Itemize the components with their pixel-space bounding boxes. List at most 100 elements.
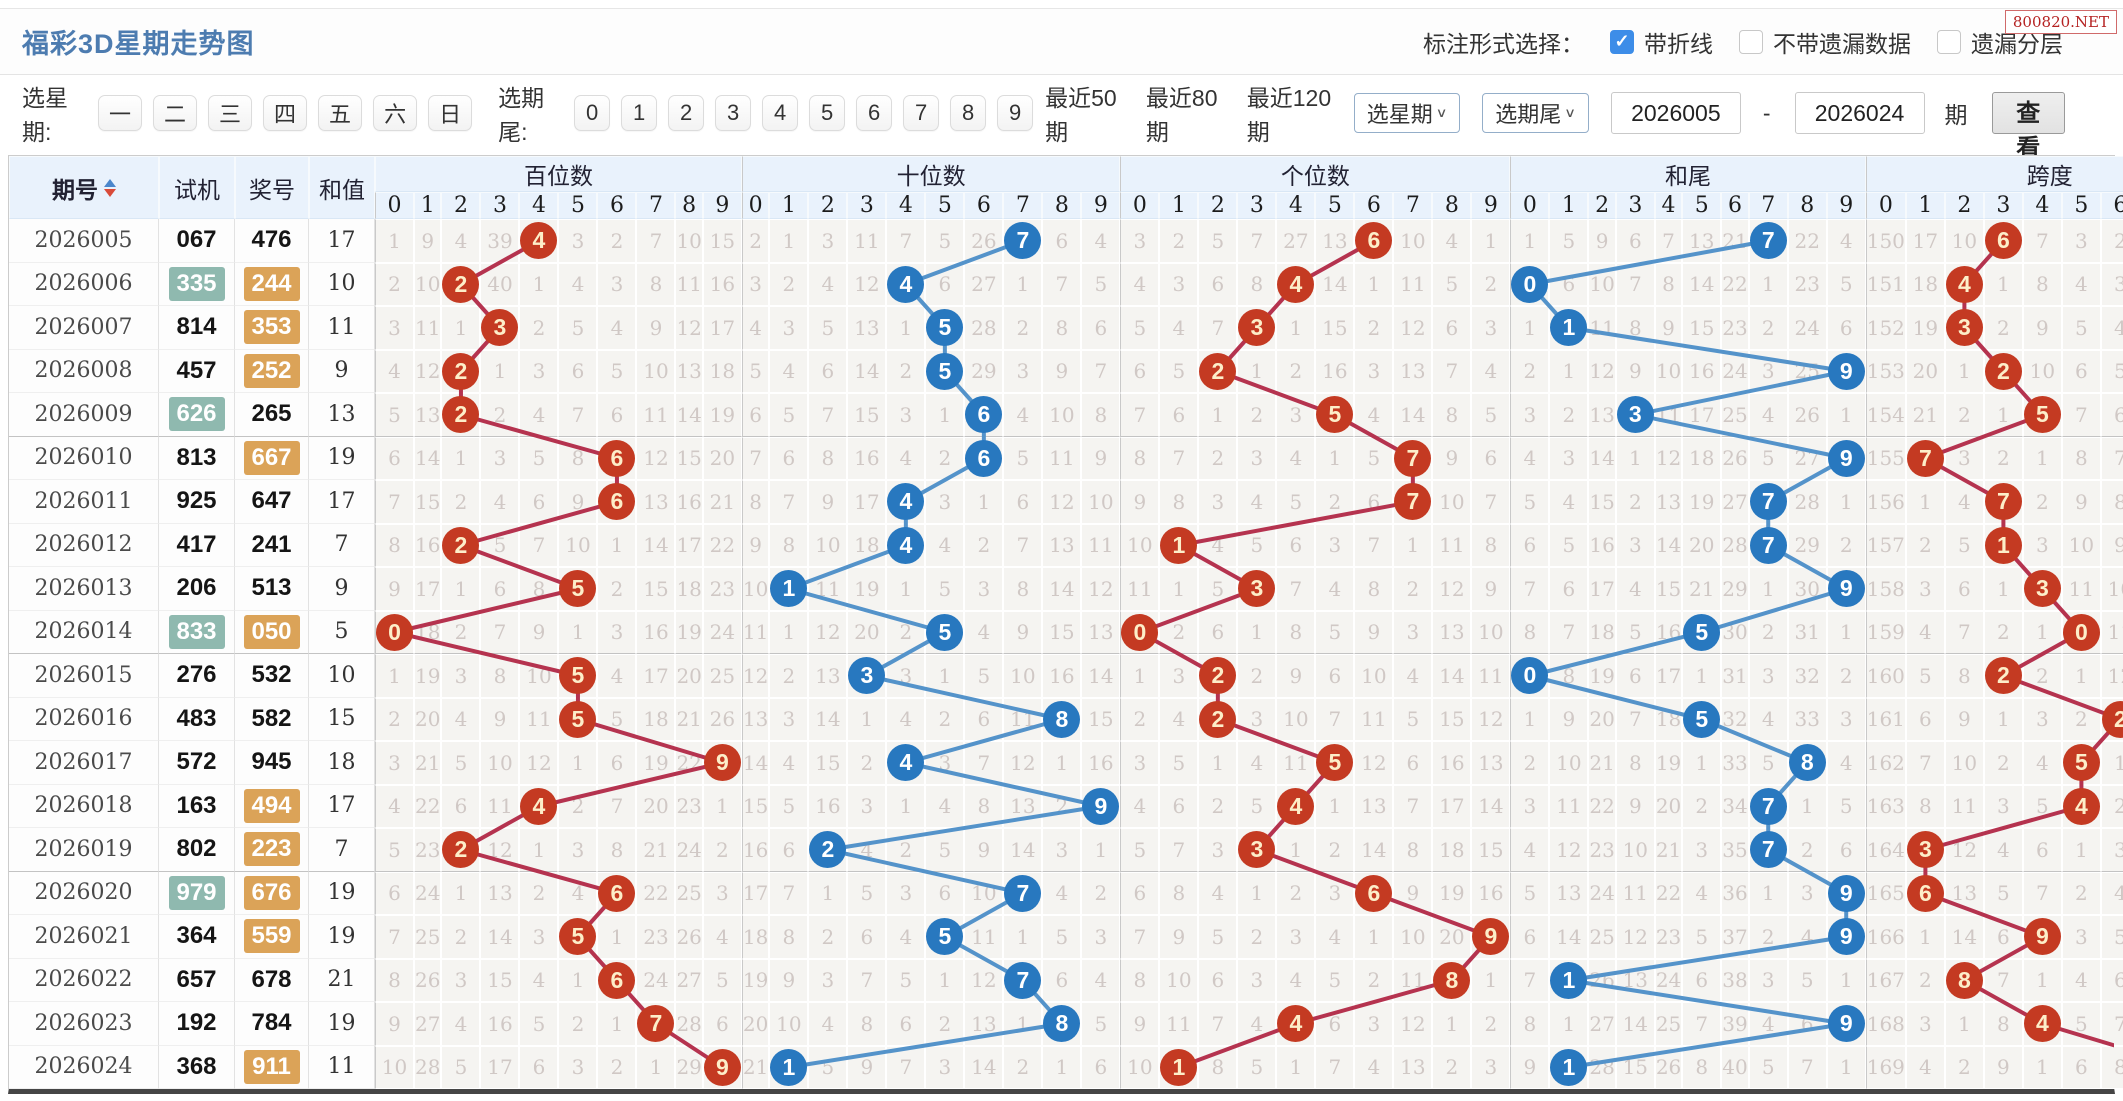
recent-link[interactable]: 最近50期 — [1045, 85, 1117, 145]
omission-count: 2 — [388, 707, 401, 732]
week-button-五[interactable]: 五 — [318, 95, 363, 131]
trend-cell: 8 — [1682, 1045, 1722, 1089]
week-dropdown[interactable]: 选星期 ∨ — [1353, 93, 1461, 133]
shiji-cell: 335 — [159, 262, 235, 306]
trend-cell: 5 — [558, 567, 598, 611]
omission-count: 6 — [571, 359, 585, 384]
omission-count: 10 — [1127, 533, 1153, 558]
week-button-四[interactable]: 四 — [263, 95, 308, 131]
hezhi-cell: 17 — [309, 784, 375, 828]
range-to-input[interactable] — [1794, 92, 1925, 134]
trend-cell: 12 — [1354, 741, 1394, 785]
checkbox-no-omission[interactable]: 不带遗漏数据 — [1739, 25, 1911, 59]
omission-count: 19 — [1655, 750, 1682, 775]
trend-cell: 2 — [1983, 349, 2023, 393]
omission-count: 8 — [1628, 750, 1642, 775]
trend-cell: 7 — [1354, 523, 1394, 567]
omission-count: 5 — [1289, 489, 1303, 514]
checkbox-checked-icon[interactable]: ✓ — [1610, 29, 1634, 54]
trend-cell: 6 — [1549, 262, 1589, 306]
week-button-日[interactable]: 日 — [428, 95, 473, 131]
checkbox-unchecked-icon[interactable] — [1739, 29, 1763, 54]
tail-button-3[interactable]: 3 — [715, 95, 752, 131]
trend-cell: 11 — [1944, 784, 1984, 828]
trend-cell: 5 — [1748, 1045, 1788, 1089]
omission-count: 14 — [1655, 533, 1682, 558]
omission-count: 18 — [742, 924, 769, 949]
digit-header: 2 — [1588, 192, 1616, 219]
hit-circle: 5 — [559, 570, 597, 608]
omission-count: 1 — [1250, 620, 1264, 645]
omission-count: 5 — [1211, 576, 1225, 601]
omission-count: 1 — [1484, 228, 1498, 253]
sort-icon[interactable] — [104, 178, 116, 197]
omission-count: 1 — [1133, 663, 1147, 688]
week-button-三[interactable]: 三 — [208, 95, 253, 131]
omission-count: 26 — [709, 707, 736, 732]
tail-button-9[interactable]: 9 — [997, 95, 1034, 131]
trend-cell: 13 — [1315, 219, 1355, 263]
omission-count: 19 — [1439, 881, 1465, 906]
omission-count: 8 — [977, 794, 991, 819]
omission-count: 16 — [742, 837, 769, 862]
trend-cell: 7 — [1276, 567, 1316, 611]
trend-cell: 3 — [808, 958, 848, 1002]
trend-cell: 6 — [1003, 480, 1043, 524]
digit-header: 1 — [1159, 192, 1199, 219]
omission-count: 5 — [1958, 533, 1971, 558]
column-header-period[interactable]: 期号 — [9, 156, 159, 219]
omission-count: 4 — [1761, 402, 1775, 427]
omission-count: 5 — [1484, 402, 1498, 427]
omission-count: 11 — [1400, 968, 1426, 993]
tail-button-6[interactable]: 6 — [856, 95, 893, 131]
range-from-input[interactable] — [1610, 92, 1741, 134]
trend-cell: 8 — [1432, 393, 1472, 437]
search-button[interactable]: 查看 — [1991, 92, 2065, 162]
omission-count: 2 — [1484, 1011, 1498, 1036]
omission-count: 5 — [2114, 359, 2123, 384]
checkbox-unchecked-icon[interactable] — [1937, 29, 1961, 54]
tail-button-1[interactable]: 1 — [621, 95, 658, 131]
tail-button-2[interactable]: 2 — [668, 95, 705, 131]
week-button-一[interactable]: 一 — [97, 95, 142, 131]
omission-count: 7 — [571, 402, 585, 427]
week-button-二[interactable]: 二 — [153, 95, 198, 131]
tail-button-8[interactable]: 8 — [950, 95, 987, 131]
tail-button-5[interactable]: 5 — [809, 95, 846, 131]
trend-cell: 9 — [375, 567, 414, 611]
omission-count: 5 — [1133, 837, 1147, 862]
trend-cell: 3 — [441, 654, 481, 698]
recent-link[interactable]: 最近80期 — [1145, 85, 1218, 145]
trend-cell: 1 — [597, 523, 637, 567]
omission-count: 9 — [493, 707, 507, 732]
trend-cell: 15 — [636, 567, 676, 611]
tail-button-4[interactable]: 4 — [762, 95, 799, 131]
checkbox-omission-layer[interactable]: 遗漏分层 — [1937, 25, 2063, 59]
trend-cell: 15 — [1432, 697, 1472, 741]
jiang-cell: 559 — [235, 915, 309, 959]
omission-count: 26 — [676, 924, 702, 949]
week-button-六[interactable]: 六 — [373, 95, 418, 131]
trend-cell: 5 — [558, 915, 598, 959]
recent-link[interactable]: 最近120期 — [1246, 85, 1332, 145]
tail-button-0[interactable]: 0 — [574, 95, 611, 131]
omission-count: 5 — [2075, 1011, 2088, 1036]
trend-cell: 4 — [1198, 871, 1238, 915]
omission-count: 7 — [1919, 750, 1932, 775]
trend-cell: 6 — [1787, 1002, 1827, 1046]
omission-count: 1 — [1250, 359, 1264, 384]
omission-count: 13 — [1589, 402, 1615, 427]
trend-cell: 3 — [769, 306, 809, 350]
trend-cell: 4 — [886, 697, 926, 741]
trend-cell: 2 — [1003, 1045, 1043, 1089]
omission-count: 12 — [1361, 750, 1387, 775]
omission-count: 12 — [742, 663, 769, 688]
trend-cell: 3 — [2100, 262, 2123, 306]
tail-button-7[interactable]: 7 — [903, 95, 940, 131]
trend-cell: 6 — [480, 567, 520, 611]
trend-cell: 17 — [480, 1045, 520, 1089]
trend-cell: 8 — [597, 828, 637, 872]
checkbox-with-line[interactable]: ✓ 带折线 — [1610, 25, 1713, 59]
tail-dropdown[interactable]: 选期尾 ∨ — [1482, 93, 1589, 133]
jiang-cell: 676 — [235, 871, 309, 915]
